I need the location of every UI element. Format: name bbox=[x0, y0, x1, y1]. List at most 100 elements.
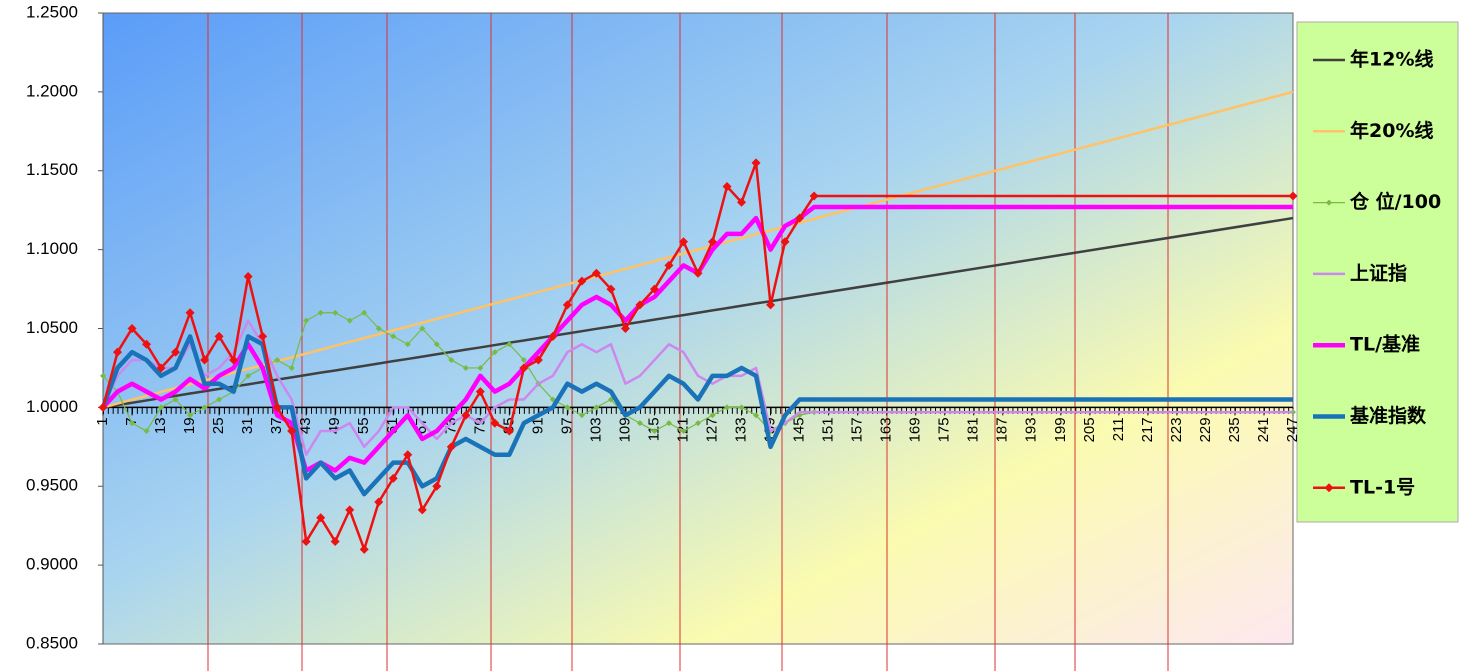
data-marker bbox=[301, 536, 311, 546]
data-marker bbox=[201, 404, 208, 411]
data-marker bbox=[156, 363, 166, 373]
y-tick-label: 0.9500 bbox=[26, 476, 78, 495]
data-marker bbox=[519, 363, 529, 373]
x-tick-label: 19 bbox=[181, 417, 198, 434]
data-marker bbox=[142, 339, 152, 349]
x-tick-label: 13 bbox=[152, 417, 169, 434]
data-marker bbox=[317, 309, 324, 316]
data-marker bbox=[448, 357, 455, 364]
data-marker bbox=[724, 404, 731, 411]
data-marker bbox=[98, 402, 108, 412]
data-marker bbox=[809, 191, 819, 201]
data-marker bbox=[171, 347, 181, 357]
data-marker bbox=[490, 418, 500, 428]
data-marker bbox=[665, 420, 672, 427]
series-line bbox=[101, 204, 1293, 473]
y-tick-label: 1.2500 bbox=[26, 2, 78, 21]
x-tick-label: 109 bbox=[616, 417, 633, 442]
data-marker bbox=[693, 268, 703, 278]
data-marker bbox=[695, 420, 701, 427]
data-marker bbox=[766, 300, 776, 310]
data-marker bbox=[606, 284, 616, 294]
data-marker bbox=[738, 404, 745, 411]
x-tick-label: 229 bbox=[1197, 417, 1214, 442]
data-marker bbox=[635, 300, 645, 310]
data-marker bbox=[216, 396, 223, 403]
data-marker bbox=[475, 387, 485, 397]
data-marker bbox=[316, 513, 326, 523]
data-marker bbox=[504, 426, 514, 436]
x-tick-label: 103 bbox=[587, 417, 604, 442]
data-marker bbox=[419, 325, 426, 332]
data-marker bbox=[374, 497, 384, 507]
x-tick-label: 241 bbox=[1255, 417, 1272, 442]
data-marker bbox=[533, 355, 543, 365]
data-marker bbox=[330, 536, 340, 546]
y-tick-label: 0.8500 bbox=[26, 633, 78, 652]
data-marker bbox=[258, 331, 268, 341]
data-marker bbox=[751, 158, 761, 168]
data-marker bbox=[375, 325, 382, 332]
legend-label: TL/基准 bbox=[1350, 333, 1420, 356]
data-marker bbox=[753, 412, 760, 419]
month-separators bbox=[207, 13, 1169, 671]
data-marker bbox=[100, 372, 106, 379]
x-tick-label: 205 bbox=[1081, 417, 1098, 442]
data-marker bbox=[185, 308, 195, 318]
y-tick-label: 1.0000 bbox=[26, 397, 78, 416]
data-marker bbox=[548, 331, 558, 341]
legend-label: 年12%线 bbox=[1350, 48, 1433, 71]
plot-area bbox=[102, 12, 1294, 645]
data-marker bbox=[172, 396, 179, 403]
legend-label: 仓 位/100 bbox=[1349, 190, 1441, 213]
x-tick-label: 55 bbox=[355, 417, 372, 434]
y-tick-label: 0.9000 bbox=[26, 555, 78, 574]
data-marker bbox=[287, 426, 297, 436]
data-marker bbox=[417, 505, 427, 515]
legend-label: TL-1号 bbox=[1350, 476, 1415, 498]
data-marker bbox=[795, 213, 805, 223]
x-tick-label: 199 bbox=[1052, 417, 1069, 442]
data-marker bbox=[245, 372, 252, 379]
x-tick-label: 157 bbox=[849, 417, 866, 442]
data-marker bbox=[274, 357, 281, 364]
data-marker bbox=[446, 442, 456, 452]
legend-marker bbox=[1326, 199, 1332, 206]
x-tick-label: 43 bbox=[297, 417, 314, 434]
data-marker bbox=[636, 420, 643, 427]
x-tick-label: 133 bbox=[733, 417, 750, 442]
data-marker bbox=[593, 404, 600, 411]
x-tick-label: 85 bbox=[500, 417, 517, 434]
legend-marker bbox=[1324, 483, 1334, 493]
data-marker bbox=[129, 420, 136, 427]
x-tick-label: 145 bbox=[791, 417, 808, 442]
legend-label: 上证指 bbox=[1350, 262, 1407, 284]
x-tick-label: 91 bbox=[529, 417, 546, 434]
x-tick-label: 193 bbox=[1023, 417, 1040, 442]
x-tick-label: 247 bbox=[1284, 417, 1301, 442]
x-tick-label: 97 bbox=[558, 417, 575, 434]
data-marker bbox=[462, 364, 469, 371]
data-marker bbox=[388, 473, 398, 483]
y-tick-label: 1.1000 bbox=[26, 239, 78, 258]
y-tick-label: 1.2000 bbox=[26, 81, 78, 100]
data-marker bbox=[433, 341, 440, 348]
data-marker bbox=[651, 428, 658, 435]
x-tick-label: 181 bbox=[965, 417, 982, 442]
data-marker bbox=[390, 333, 397, 340]
x-tick-label: 217 bbox=[1139, 417, 1156, 442]
data-marker bbox=[158, 404, 165, 411]
data-marker bbox=[345, 505, 355, 515]
x-tick-label: 151 bbox=[820, 417, 837, 442]
data-marker bbox=[780, 237, 790, 247]
data-marker bbox=[564, 404, 571, 411]
data-marker bbox=[520, 357, 527, 364]
data-marker bbox=[332, 309, 339, 316]
legend-label: 年20%线 bbox=[1350, 119, 1433, 142]
x-tick-label: 211 bbox=[1110, 417, 1127, 441]
data-marker bbox=[578, 412, 585, 419]
data-marker bbox=[1288, 191, 1298, 201]
x-tick-label: 127 bbox=[703, 417, 720, 442]
data-marker bbox=[577, 276, 587, 286]
